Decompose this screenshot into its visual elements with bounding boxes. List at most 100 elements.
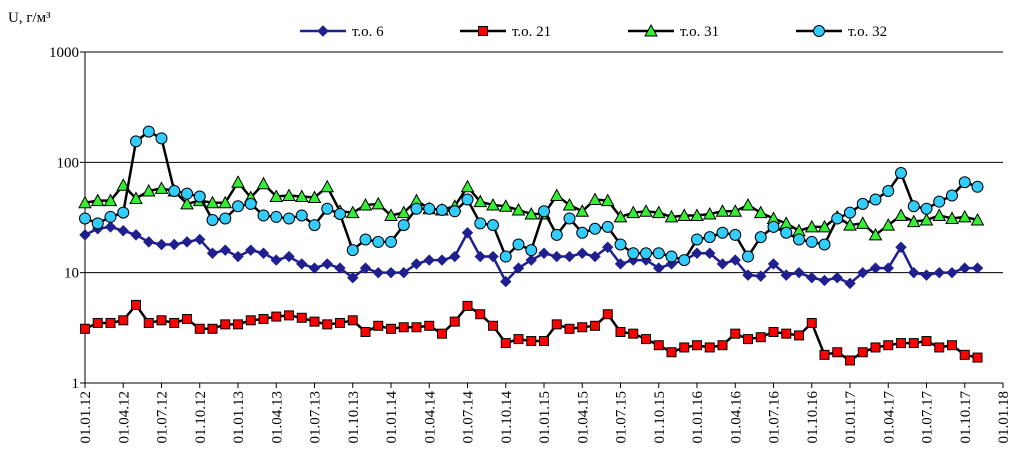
marker — [615, 326, 626, 337]
marker — [460, 179, 475, 193]
marker — [245, 244, 257, 256]
x-tick-label: 01.04.14 — [422, 391, 438, 444]
marker — [499, 250, 512, 263]
marker — [398, 266, 410, 279]
marker — [868, 227, 883, 241]
marker — [244, 197, 257, 210]
marker — [563, 250, 576, 263]
marker — [525, 254, 537, 266]
marker — [538, 205, 550, 218]
marker — [551, 250, 563, 263]
marker — [270, 210, 283, 223]
x-tick-label: 01.07.16 — [767, 391, 783, 444]
marker — [321, 202, 334, 215]
marker — [921, 336, 932, 347]
marker — [755, 332, 766, 343]
marker — [80, 323, 90, 334]
marker — [309, 316, 320, 327]
x-tick-label: 01.04.12 — [116, 391, 132, 444]
marker — [844, 277, 856, 290]
marker — [474, 217, 487, 230]
marker — [933, 266, 945, 279]
marker — [677, 208, 692, 221]
marker — [143, 317, 154, 328]
marker — [933, 195, 946, 208]
x-tick-label: 01.07.15 — [614, 391, 630, 444]
marker — [448, 205, 461, 218]
marker — [219, 244, 231, 256]
marker — [665, 250, 678, 263]
marker — [373, 320, 384, 331]
marker — [194, 323, 205, 334]
marker — [398, 322, 409, 333]
marker — [181, 236, 193, 248]
marker — [767, 220, 780, 233]
marker — [129, 191, 143, 205]
marker — [806, 272, 818, 284]
marker — [692, 340, 702, 351]
marker — [869, 262, 882, 274]
marker — [232, 200, 244, 213]
marker — [793, 266, 805, 279]
marker — [346, 244, 359, 257]
legend-label: т.о. 31 — [680, 24, 719, 40]
marker — [423, 202, 436, 215]
marker — [959, 349, 970, 360]
marker — [959, 262, 971, 274]
marker — [385, 266, 397, 279]
marker — [665, 258, 678, 270]
marker — [372, 235, 385, 248]
marker — [640, 247, 652, 260]
marker — [780, 269, 792, 281]
marker — [231, 175, 245, 188]
y-tick-label: 1 — [72, 376, 80, 392]
marker — [437, 328, 447, 339]
marker — [845, 355, 855, 366]
marker — [143, 236, 155, 248]
marker — [794, 330, 804, 341]
marker — [971, 262, 984, 274]
marker — [704, 247, 716, 259]
marker — [970, 212, 985, 226]
marker — [104, 221, 117, 233]
marker — [385, 235, 397, 248]
x-tick-label: 01.07.17 — [920, 391, 936, 444]
marker — [590, 320, 600, 331]
series-line — [84, 302, 978, 362]
marker — [141, 183, 156, 197]
x-tick-label: 01.01.16 — [690, 391, 706, 444]
marker — [103, 193, 118, 207]
marker — [181, 187, 193, 200]
marker — [511, 202, 526, 216]
x-tick-label: 01.01.17 — [843, 391, 859, 444]
marker — [91, 217, 104, 230]
marker — [117, 206, 130, 219]
marker — [207, 323, 218, 334]
marker — [334, 262, 346, 274]
marker — [449, 250, 461, 263]
marker — [411, 322, 422, 333]
marker — [946, 189, 958, 202]
marker — [644, 23, 658, 37]
marker — [908, 266, 920, 279]
marker — [906, 214, 921, 228]
marker — [614, 258, 627, 270]
marker — [883, 340, 894, 351]
marker — [932, 208, 947, 221]
marker — [704, 342, 715, 353]
marker — [500, 275, 512, 288]
marker — [358, 198, 373, 211]
marker — [716, 226, 729, 239]
marker — [934, 342, 945, 353]
marker — [870, 342, 881, 353]
marker — [639, 204, 653, 217]
marker — [206, 247, 219, 259]
marker — [819, 349, 830, 360]
marker — [371, 196, 386, 210]
marker — [308, 262, 321, 274]
marker — [154, 181, 169, 194]
marker — [486, 198, 500, 211]
marker — [320, 179, 335, 193]
marker — [806, 317, 817, 328]
